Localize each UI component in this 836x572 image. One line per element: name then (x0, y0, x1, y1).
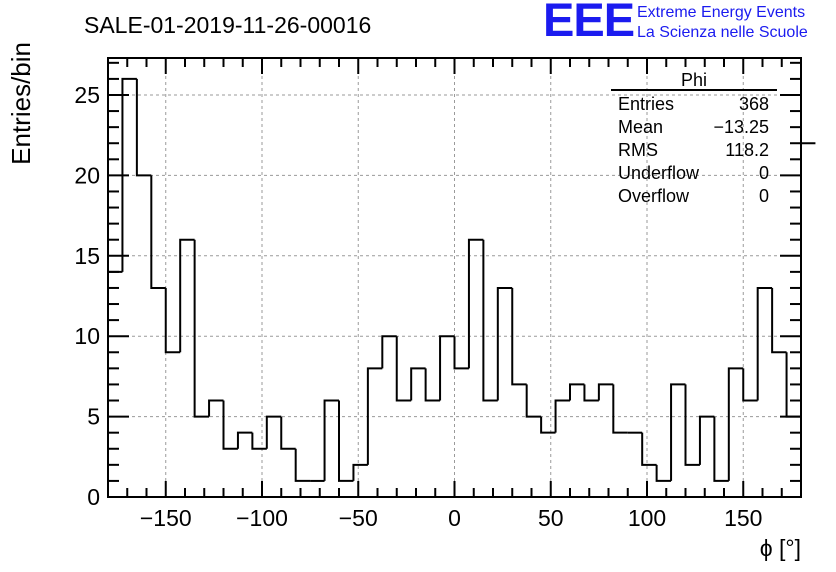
histogram-bin (381, 335, 397, 369)
histogram-bin (453, 336, 469, 370)
histogram-bin (164, 287, 181, 354)
x-tick-label: −100 (236, 505, 288, 531)
histogram-bin (193, 239, 210, 418)
x-axis-label: ϕ [°] (760, 535, 801, 561)
chart-title: SALE-01-2019-11-26-00016 (84, 12, 371, 38)
stats-label: Entries (618, 94, 674, 114)
stats-box: Phi Entries 368 Mean −13.25 RMS 118.2 Underflo… (611, 70, 777, 206)
histogram-bin (338, 400, 354, 482)
histogram-bin (280, 416, 296, 450)
x-tick-label: −150 (140, 505, 192, 531)
stats-box-title: Phi (681, 70, 707, 90)
y-tick-label: 5 (87, 404, 100, 430)
axis-ticks (107, 58, 802, 498)
stats-value: 118.2 (725, 140, 769, 160)
histogram-bin (569, 383, 585, 401)
stats-value: 0 (759, 186, 769, 206)
x-tick-label: −50 (339, 505, 378, 531)
histogram-bin (294, 448, 311, 482)
x-tick-label: 0 (448, 505, 461, 531)
tick-labels: −150 −100 −50 0 50 100 150 0 5 10 15 20 25 (74, 82, 762, 531)
eee-logo-line1: Extreme Energy Events (637, 4, 806, 21)
stats-value: −13.25 (713, 117, 769, 137)
x-tick-label: 100 (628, 505, 666, 531)
histogram-bin (222, 400, 238, 450)
stats-label: Overflow (618, 186, 690, 206)
histogram-bin (698, 415, 715, 465)
histogram-bin (439, 335, 455, 401)
eee-logo-letters: EEE (543, 0, 635, 46)
histogram-bin (525, 384, 542, 418)
histogram-bin (684, 384, 700, 466)
stats-label: Mean (618, 117, 663, 137)
histogram-bin (366, 367, 383, 465)
histogram-bin (121, 77, 137, 272)
histogram-bin (179, 238, 195, 353)
histogram-bin (395, 336, 412, 402)
histogram-bin (135, 78, 152, 177)
y-tick-label: 10 (74, 323, 100, 349)
x-tick-label: 50 (538, 505, 564, 531)
histogram-bin (208, 399, 224, 417)
eee-logo-line2: La Scienza nelle Scuole (637, 24, 808, 41)
histogram-bin (597, 383, 614, 401)
histogram-bin (612, 384, 628, 434)
stats-label: Underflow (618, 163, 700, 183)
eee-logo: EEE Extreme Energy Events La Scienza nel… (543, 0, 833, 48)
histogram-bin (236, 431, 253, 449)
y-axis-label: Entries/bin (6, 42, 36, 165)
stats-label: RMS (618, 140, 658, 160)
y-tick-label: 25 (74, 82, 100, 108)
histogram-bin (554, 399, 570, 433)
histogram-bin (467, 238, 484, 369)
histogram-bin (251, 432, 267, 450)
histogram-bin (800, 142, 816, 417)
histogram-bin (641, 432, 657, 466)
histogram-bin (496, 286, 513, 401)
histogram-bin (482, 239, 498, 402)
histogram-bin (265, 415, 282, 449)
y-tick-label: 20 (74, 162, 100, 188)
histogram-bin (511, 287, 527, 386)
histogram-bin (713, 416, 729, 482)
histogram-bin (352, 463, 368, 481)
histogram-bin (410, 367, 426, 401)
histogram-bin (583, 384, 599, 402)
histogram-bin (727, 367, 744, 481)
histogram-bin (424, 368, 441, 402)
histogram-bin (670, 383, 686, 481)
stats-value: 0 (759, 163, 769, 183)
histogram-bin (756, 286, 773, 401)
stats-value: 368 (739, 94, 769, 114)
histogram-bin (771, 287, 787, 354)
histogram-bin (655, 464, 672, 482)
histogram-bin (150, 175, 166, 289)
y-tick-label: 15 (74, 243, 100, 269)
grid (108, 58, 801, 497)
histogram-bin (540, 416, 556, 434)
histogram-bin (323, 399, 339, 481)
x-tick-label: 150 (724, 505, 762, 531)
histogram-bin (742, 368, 758, 402)
y-tick-label: 0 (87, 484, 100, 510)
histogram-bars (107, 77, 816, 497)
